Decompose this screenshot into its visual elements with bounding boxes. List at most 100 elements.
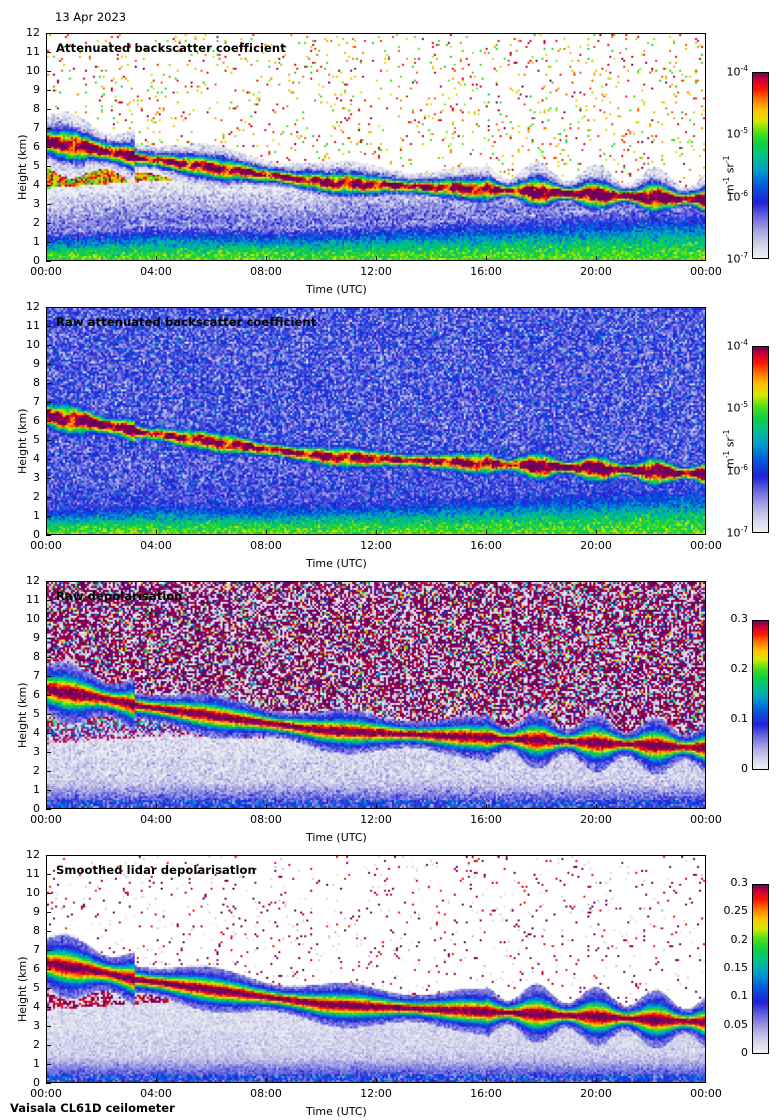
y-tick-label: 12 bbox=[26, 848, 40, 861]
y-tick-label: 7 bbox=[33, 669, 40, 682]
y-tick-label: 9 bbox=[33, 905, 40, 918]
x-axis-label-2: Time (UTC) bbox=[306, 831, 367, 844]
x-tick-label: 00:00 bbox=[690, 813, 722, 826]
y-tick-mark bbox=[46, 657, 51, 658]
colorbar-tick-label-3: 0.15 bbox=[723, 961, 749, 974]
y-tick-label: 3 bbox=[33, 745, 40, 758]
colorbar-tick-label-3: 0.25 bbox=[723, 904, 749, 918]
y-tick-label: 11 bbox=[26, 593, 40, 606]
y-tick-label: 1 bbox=[33, 1057, 40, 1070]
x-tick-mark bbox=[156, 530, 157, 535]
plot-area-attenuated-backscatter[interactable] bbox=[46, 33, 706, 261]
x-tick-label: 00:00 bbox=[30, 265, 62, 278]
panel-title-smoothed-lidar-depolarisation: Smoothed lidar depolarisation bbox=[56, 863, 256, 877]
x-tick-mark bbox=[596, 256, 597, 261]
x-tick-label: 12:00 bbox=[360, 813, 392, 826]
x-tick-mark bbox=[266, 1078, 267, 1083]
y-tick-mark bbox=[46, 497, 51, 498]
x-tick-label: 04:00 bbox=[140, 1087, 172, 1100]
y-tick-mark bbox=[46, 459, 51, 460]
y-tick-label: 2 bbox=[33, 764, 40, 777]
colorbar-attenuated-backscatter bbox=[752, 72, 769, 259]
x-tick-label: 08:00 bbox=[250, 813, 282, 826]
y-tick-mark bbox=[46, 969, 51, 970]
colorbar-tick-label-3: 0.05 bbox=[723, 1017, 749, 1031]
y-tick-mark bbox=[46, 950, 51, 951]
x-tick-label: 04:00 bbox=[140, 813, 172, 826]
y-tick-label: 9 bbox=[33, 83, 40, 96]
y-tick-mark bbox=[46, 771, 51, 772]
plot-area-smoothed-lidar-depolarisation[interactable] bbox=[46, 855, 706, 1083]
y-tick-mark bbox=[46, 204, 51, 205]
y-tick-mark bbox=[46, 516, 51, 517]
y-tick-label: 3 bbox=[33, 471, 40, 484]
y-tick-label: 10 bbox=[26, 338, 40, 351]
y-tick-label: 8 bbox=[33, 650, 40, 663]
y-tick-mark bbox=[46, 1083, 51, 1084]
y-tick-label: 6 bbox=[33, 414, 40, 427]
y-tick-mark bbox=[46, 345, 51, 346]
x-tick-label: 16:00 bbox=[470, 539, 502, 552]
y-tick-mark bbox=[46, 52, 51, 53]
x-tick-mark bbox=[156, 1078, 157, 1083]
y-tick-label: 1 bbox=[33, 783, 40, 796]
x-tick-label: 16:00 bbox=[470, 1087, 502, 1100]
y-tick-mark bbox=[46, 90, 51, 91]
y-tick-label: 2 bbox=[33, 1038, 40, 1051]
y-tick-mark bbox=[46, 912, 51, 913]
x-tick-label: 00:00 bbox=[690, 539, 722, 552]
heatmap-canvas-raw-depolarisation bbox=[47, 582, 705, 808]
y-tick-label: 4 bbox=[33, 726, 40, 739]
y-tick-mark bbox=[46, 714, 51, 715]
y-tick-label: 10 bbox=[26, 886, 40, 899]
x-tick-mark bbox=[376, 1078, 377, 1083]
x-tick-label: 00:00 bbox=[30, 539, 62, 552]
x-axis-label-3: Time (UTC) bbox=[306, 1105, 367, 1118]
x-tick-label: 08:00 bbox=[250, 1087, 282, 1100]
y-tick-label: 11 bbox=[26, 867, 40, 880]
x-tick-mark bbox=[266, 804, 267, 809]
y-tick-mark bbox=[46, 1064, 51, 1065]
y-tick-mark bbox=[46, 1026, 51, 1027]
y-tick-label: 11 bbox=[26, 45, 40, 58]
panel-title-raw-depolarisation: Raw depolarisation bbox=[56, 589, 183, 603]
y-tick-mark bbox=[46, 364, 51, 365]
x-tick-label: 12:00 bbox=[360, 265, 392, 278]
x-tick-mark bbox=[266, 256, 267, 261]
x-tick-mark bbox=[486, 1078, 487, 1083]
x-tick-label: 00:00 bbox=[690, 1087, 722, 1100]
y-tick-label: 7 bbox=[33, 121, 40, 134]
y-tick-mark bbox=[46, 535, 51, 536]
colorbar-gradient-0 bbox=[753, 73, 768, 258]
y-tick-label: 7 bbox=[33, 395, 40, 408]
x-tick-label: 08:00 bbox=[250, 265, 282, 278]
x-tick-mark bbox=[376, 804, 377, 809]
x-axis-label-1: Time (UTC) bbox=[306, 557, 367, 570]
colorbar-tick-label-2: 0 bbox=[741, 762, 748, 775]
y-tick-mark bbox=[46, 242, 51, 243]
y-tick-mark bbox=[46, 733, 51, 734]
y-tick-mark bbox=[46, 1007, 51, 1008]
y-tick-label: 0 bbox=[33, 528, 40, 541]
y-tick-mark bbox=[46, 185, 51, 186]
y-tick-label: 2 bbox=[33, 216, 40, 229]
colorbar-tick-label-3: 0.3 bbox=[730, 876, 749, 889]
colorbar-raw-depolarisation bbox=[752, 620, 769, 770]
y-tick-mark bbox=[46, 752, 51, 753]
x-tick-label: 04:00 bbox=[140, 539, 172, 552]
y-tick-label: 1 bbox=[33, 509, 40, 522]
x-axis-label-0: Time (UTC) bbox=[306, 283, 367, 296]
y-tick-label: 7 bbox=[33, 943, 40, 956]
y-tick-label: 12 bbox=[26, 26, 40, 39]
x-tick-mark bbox=[486, 530, 487, 535]
colorbar-smoothed-lidar-depolarisation bbox=[752, 884, 769, 1054]
y-tick-label: 6 bbox=[33, 962, 40, 975]
x-tick-label: 00:00 bbox=[690, 265, 722, 278]
y-tick-label: 8 bbox=[33, 102, 40, 115]
plot-area-raw-depolarisation[interactable] bbox=[46, 581, 706, 809]
colorbar-tick-label-0: 10-4 bbox=[726, 64, 748, 79]
plot-area-raw-attenuated-backscatter[interactable] bbox=[46, 307, 706, 535]
y-tick-mark bbox=[46, 326, 51, 327]
colorbar-tick-label-1: 10-5 bbox=[726, 400, 748, 415]
colorbar-tick-label-3: 0 bbox=[741, 1046, 748, 1059]
